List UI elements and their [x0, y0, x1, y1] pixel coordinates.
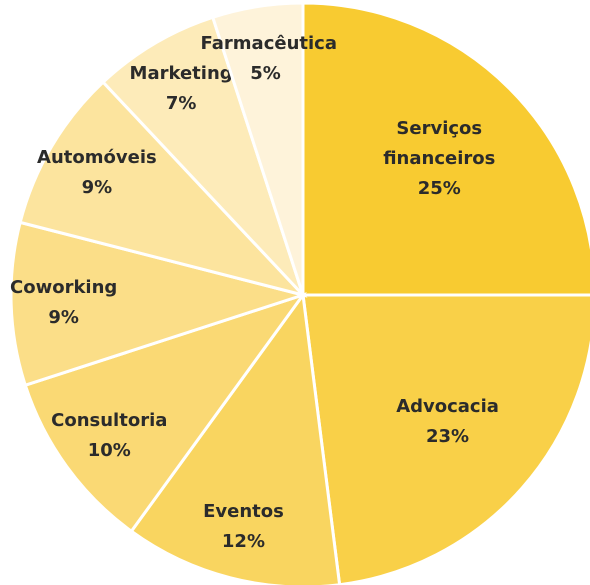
- slice-label: Coworking 9%: [0, 243, 154, 363]
- slice-label: Consultoria 10%: [19, 376, 199, 496]
- slice-label: Automóveis 9%: [7, 113, 187, 233]
- category-label: Coworking: [10, 276, 118, 298]
- category-label: Farmacêutica: [200, 32, 337, 54]
- pie-slice: [9, 220, 309, 388]
- slice-label: Eventos 12%: [153, 467, 333, 585]
- slice-label: Serviços financeiros 25%: [349, 99, 529, 219]
- label-box: Serviços financeiros 25%: [349, 99, 529, 219]
- label-box: Coworking 9%: [0, 243, 154, 363]
- pie-slice: [23, 292, 307, 534]
- pie-slice: [301, 1, 590, 297]
- value-label: 23%: [426, 426, 470, 448]
- value-label: 5%: [250, 62, 281, 84]
- pie-slice: [100, 15, 305, 297]
- label-box: Advocacia 23%: [358, 362, 538, 482]
- pie-slice: [18, 80, 308, 298]
- category-label: Consultoria: [51, 409, 168, 431]
- label-box: Marketing 7%: [91, 29, 271, 149]
- value-label: 25%: [417, 177, 461, 199]
- label-box: Farmacêutica 5%: [176, 0, 356, 119]
- slice-label: Farmacêutica 5%: [176, 0, 356, 119]
- value-label: 12%: [221, 530, 265, 552]
- slice-label: Advocacia 23%: [358, 362, 538, 482]
- value-label: 9%: [48, 306, 79, 328]
- pie-slice: [301, 293, 590, 585]
- pie-slice: [210, 1, 305, 296]
- category-label: Serviços financeiros: [383, 117, 496, 169]
- category-label: Automóveis: [37, 147, 157, 169]
- pie-slice: [129, 291, 342, 585]
- value-label: 10%: [87, 439, 131, 461]
- category-label: Marketing: [129, 62, 233, 84]
- category-label: Advocacia: [396, 396, 499, 418]
- category-label: Eventos: [203, 500, 284, 522]
- value-label: 9%: [81, 177, 113, 199]
- label-box: Consultoria 10%: [19, 376, 199, 496]
- slice-label: Marketing 7%: [91, 29, 271, 149]
- value-label: 7%: [165, 92, 197, 114]
- label-box: Automóveis 9%: [7, 113, 187, 233]
- label-box: Eventos 12%: [153, 467, 333, 585]
